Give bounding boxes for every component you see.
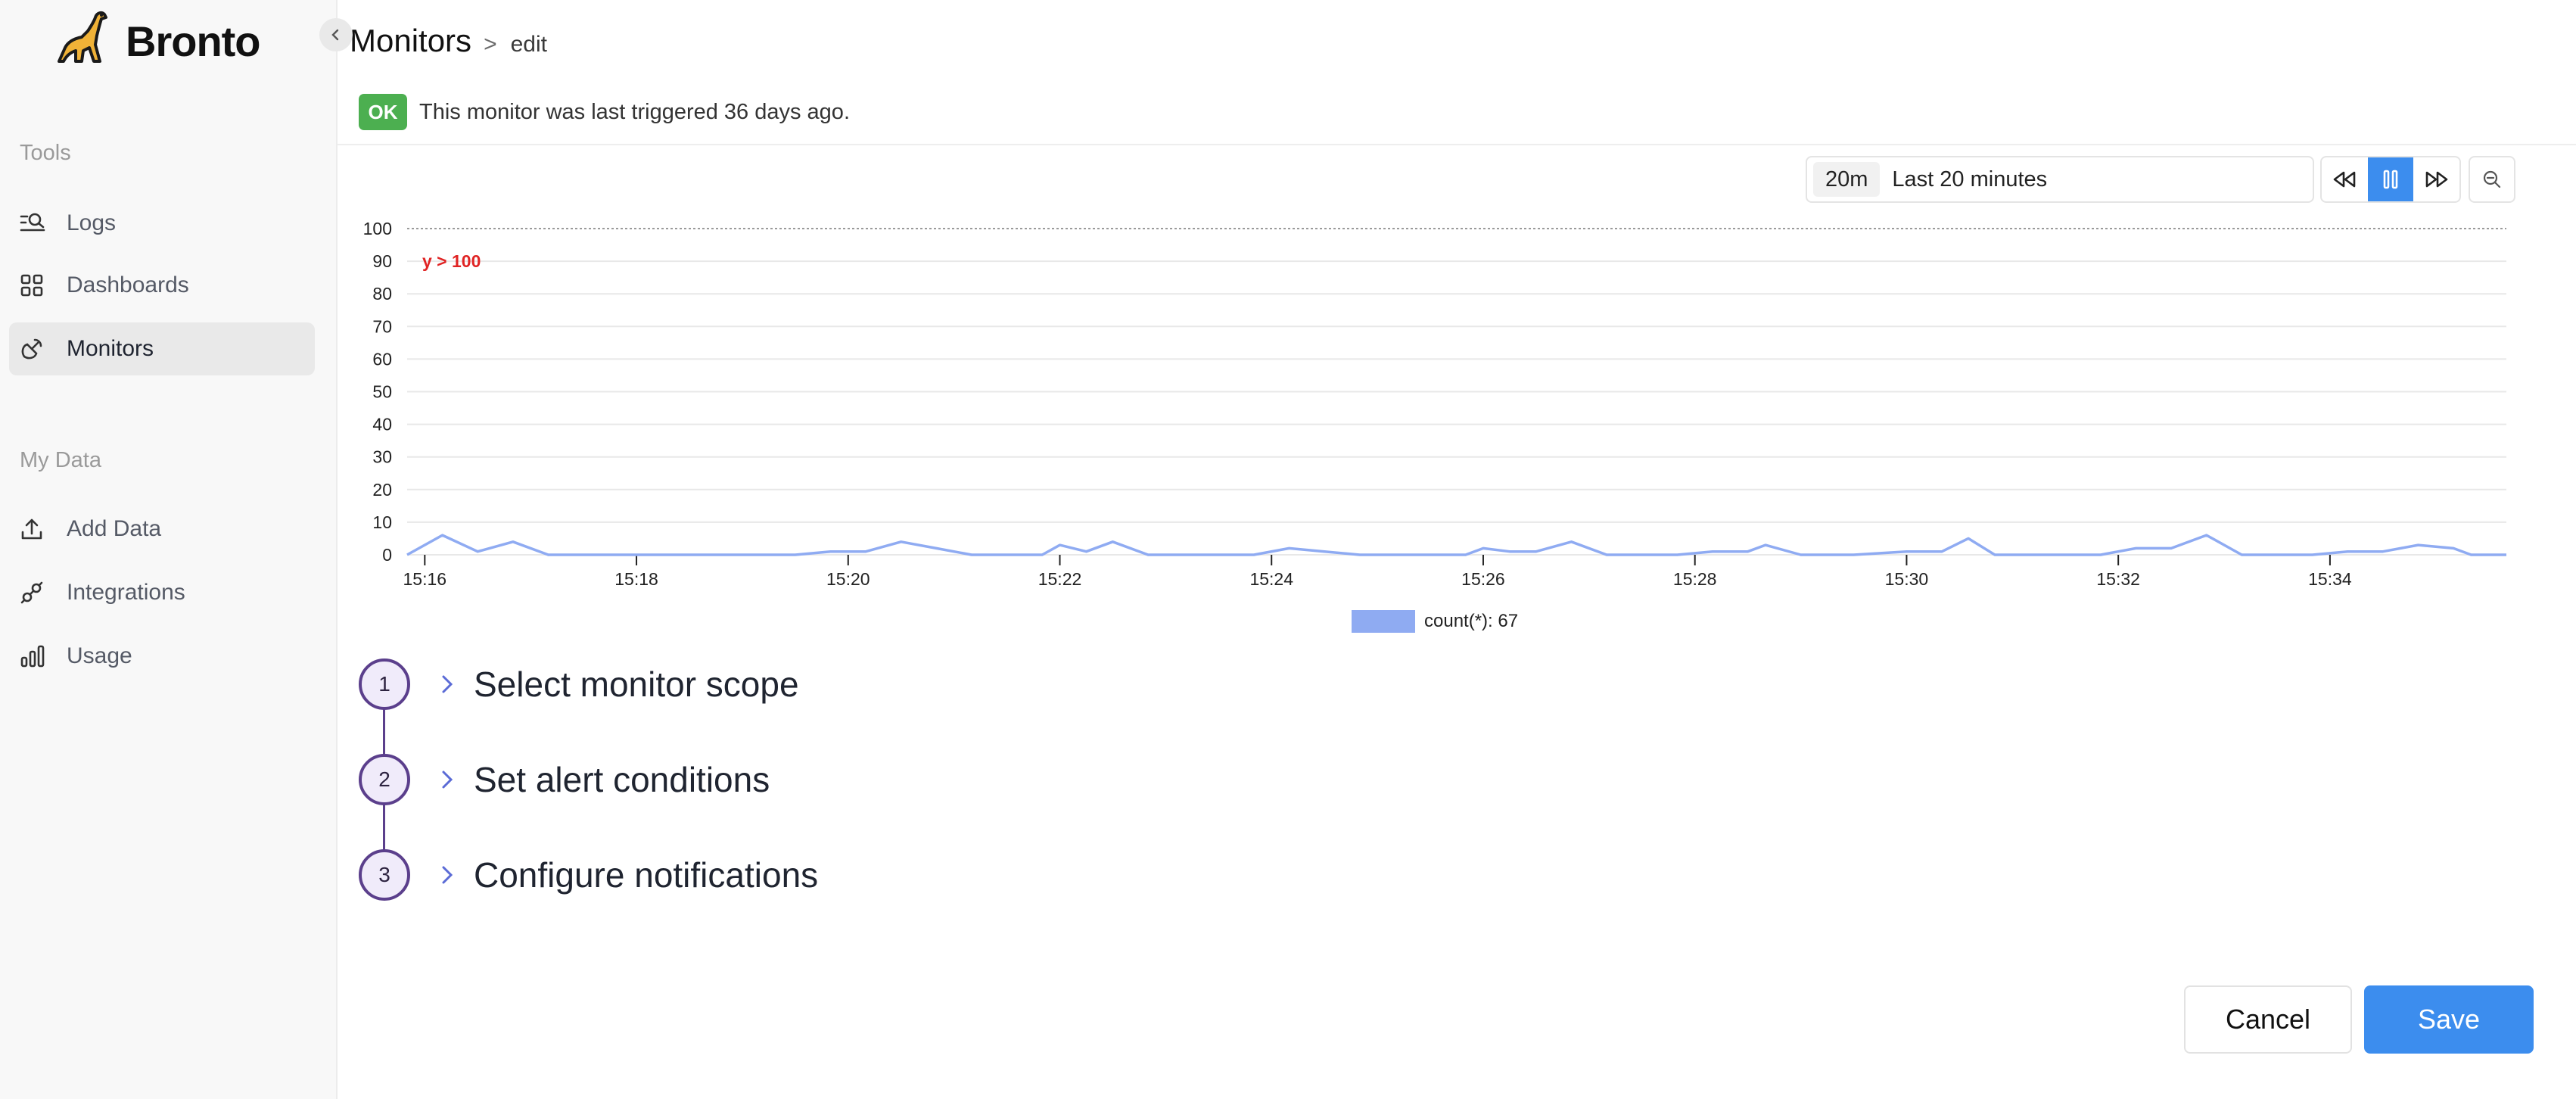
sidebar-item-label: Dashboards [67,272,189,297]
rewind-icon [2334,171,2356,188]
step-number: 2 [359,754,410,805]
y-tick-label: 80 [372,284,392,304]
zoom-out-icon [2483,170,2501,188]
x-tick-label: 15:30 [1885,569,1929,589]
collapse-sidebar-button[interactable] [319,18,353,51]
y-tick-label: 60 [372,349,392,369]
rewind-button[interactable] [2322,157,2368,201]
dashboard-grid-icon [20,273,67,297]
y-tick-label: 20 [372,480,392,500]
y-tick-label: 90 [372,251,392,271]
app-name: Bronto [126,17,261,65]
status-badge: OK [359,94,407,130]
time-range-short: 20m [1813,162,1881,197]
step-label: Set alert conditions [474,760,770,799]
legend-swatch [1352,610,1415,633]
y-tick-label: 40 [372,415,392,434]
sidebar-item-integrations[interactable]: Integrations [9,566,315,619]
time-range-label: Last 20 minutes [1892,167,2048,191]
logs-search-icon [20,212,67,235]
section-label-tools: Tools [20,141,71,165]
x-tick-label: 15:32 [2096,569,2140,589]
status-message: This monitor was last triggered 36 days … [419,99,850,124]
breadcrumb-monitors-link[interactable]: Monitors [350,23,472,58]
sidebar-item-logs[interactable]: Logs [9,197,315,250]
x-tick-label: 15:22 [1038,569,1082,589]
fast-forward-button[interactable] [2413,157,2459,201]
y-tick-label: 70 [372,316,392,336]
zoom-out-button[interactable] [2469,156,2515,203]
y-tick-label: 0 [382,545,392,565]
sidebar-item-label: Integrations [67,580,185,605]
sidebar-item-add-data[interactable]: Add Data [9,503,315,556]
breadcrumb-separator: > [484,32,497,57]
monitor-satellite-icon [20,337,67,361]
sidebar-item-usage[interactable]: Usage [9,630,315,683]
sidebar-item-monitors[interactable]: Monitors [9,322,315,375]
upload-icon [20,517,67,541]
y-tick-label: 10 [372,512,392,532]
sidebar-item-label: Monitors [67,336,154,361]
chevron-left-icon [331,29,339,41]
step-number: 1 [359,658,410,710]
save-button[interactable]: Save [2364,985,2534,1054]
playback-controls [2320,156,2461,203]
time-range-picker[interactable]: 20m Last 20 minutes [1806,156,2314,203]
sidebar-item-label: Add Data [67,516,162,541]
y-tick-label: 30 [372,447,392,467]
monitor-status: OK This monitor was last triggered 36 da… [359,94,850,130]
chevron-right-icon [440,864,454,886]
step-set-alert-conditions[interactable]: 2 Set alert conditions [359,752,770,807]
pause-icon [2383,170,2398,189]
x-tick-label: 15:18 [614,569,658,589]
sidebar-item-dashboards[interactable]: Dashboards [9,259,315,312]
step-select-monitor-scope[interactable]: 1 Select monitor scope [359,657,799,711]
dinosaur-logo-icon [58,11,107,63]
sidebar-item-label: Logs [67,210,117,235]
chevron-right-icon [440,769,454,790]
step-label: Configure notifications [474,855,819,895]
fast-forward-icon [2425,171,2447,188]
x-tick-label: 15:24 [1249,569,1293,589]
x-tick-label: 15:16 [403,569,447,589]
section-label-my-data: My Data [20,448,101,472]
sidebar-item-label: Usage [67,643,132,668]
series-line-count [406,534,2506,556]
x-tick-label: 15:20 [826,569,870,589]
bar-chart-icon [20,644,67,668]
sidebar: Bronto Tools Logs Dashboards Monitors [0,0,338,1099]
step-number: 3 [359,849,410,901]
chart-legend[interactable]: count(*): 67 [1352,610,1518,633]
step-configure-notifications[interactable]: 3 Configure notifications [359,848,818,902]
step-label: Select monitor scope [474,665,799,704]
legend-label: count(*): 67 [1424,611,1519,631]
x-tick-label: 15:28 [1673,569,1717,589]
x-tick-label: 15:34 [2308,569,2352,589]
y-tick-label: 50 [372,382,392,402]
header-divider [338,144,2576,145]
breadcrumb-current-page: edit [510,32,547,57]
threshold-label: y > 100 [422,251,481,271]
breadcrumb: Monitors > edit [350,23,547,59]
x-tick-label: 15:26 [1461,569,1505,589]
pause-button[interactable] [2367,157,2414,201]
cancel-button[interactable]: Cancel [2184,985,2352,1054]
app-logo[interactable]: Bronto [54,8,261,66]
plug-icon [20,581,67,605]
y-tick-label: 100 [363,219,392,238]
monitor-chart: 0 10 20 30 40 50 60 70 80 90 100 y > 100 15:16 15:18 1… [363,219,2506,589]
chevron-right-icon [440,674,454,695]
